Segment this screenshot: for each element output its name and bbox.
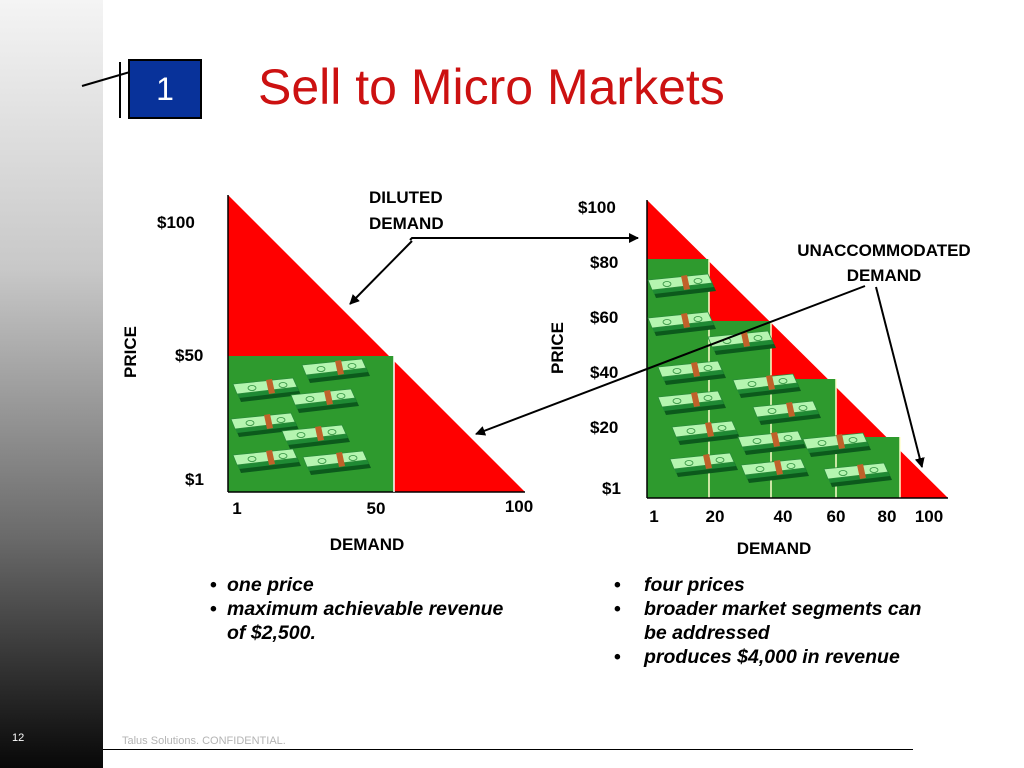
left-x-tick: 1 <box>232 499 241 518</box>
right-x-tick: 40 <box>774 507 793 526</box>
right-bullets: • four prices • broader market segments ca… <box>614 573 921 669</box>
slide-title: Sell to Micro Markets <box>258 59 725 115</box>
bullet-item-continued: of $2,500. <box>210 621 503 645</box>
left-chart: $100 $50 $1 1 50 100 DEMAND PRICE <box>121 195 533 554</box>
bullet-text: be addressed <box>644 622 770 644</box>
unaccommodated-demand-label: UNACCOMMODATED <box>797 241 970 260</box>
right-y-tick: $80 <box>590 253 618 272</box>
diluted-demand-label: DEMAND <box>369 214 444 233</box>
left-y-tick: $50 <box>175 346 203 365</box>
right-y-tick: $40 <box>590 363 618 382</box>
right-x-tick: 1 <box>649 507 658 526</box>
unaccommodated-arrow-left <box>475 285 866 436</box>
right-x-axis-label: DEMAND <box>737 539 812 558</box>
unaccommodated-arrow-right <box>875 286 925 468</box>
bullet-text: produces $4,000 in revenue <box>644 646 900 668</box>
bullet-text: one price <box>227 574 314 596</box>
right-y-tick: $1 <box>602 479 621 498</box>
bullet-item: • broader market segments can <box>614 598 922 620</box>
right-y-tick: $20 <box>590 418 618 437</box>
diluted-arrow-left <box>349 240 413 305</box>
right-y-tick: $60 <box>590 308 618 327</box>
left-y-axis-label: PRICE <box>121 326 140 378</box>
footer-confidential: Talus Solutions. CONFIDENTIAL. <box>122 735 286 747</box>
right-x-tick: 60 <box>827 507 846 526</box>
left-y-tick: $100 <box>157 213 195 232</box>
bullet-text: broader market segments can <box>644 598 922 620</box>
bullet-item-continued: be addressed <box>614 621 921 645</box>
diluted-arrow-right <box>409 233 639 243</box>
bullet-item: • four prices <box>614 574 745 596</box>
right-x-tick: 80 <box>878 507 897 526</box>
unaccommodated-demand-label: DEMAND <box>847 266 922 285</box>
right-y-axis-label: PRICE <box>548 322 567 374</box>
bullet-item: • produces $4,000 in revenue <box>614 646 900 668</box>
left-y-tick: $1 <box>185 470 204 489</box>
bullet-item: • one price <box>210 574 314 596</box>
left-x-tick: 100 <box>505 497 533 516</box>
footer-divider <box>103 749 913 750</box>
sidebar-gradient <box>0 0 103 768</box>
bullet-item: • maximum achievable revenue <box>210 598 504 620</box>
left-x-axis-label: DEMAND <box>330 535 405 554</box>
page-number: 12 <box>12 732 25 744</box>
right-x-tick: 20 <box>706 507 725 526</box>
left-bullets: • one price • maximum achievable revenue o… <box>210 573 503 645</box>
diluted-demand-label: DILUTED <box>369 188 443 207</box>
left-x-tick: 50 <box>367 499 386 518</box>
right-y-tick: $100 <box>578 198 616 217</box>
right-x-tick: 100 <box>915 507 943 526</box>
slide-number-box: 1 <box>128 59 202 119</box>
bullet-text: four prices <box>644 574 745 596</box>
decorative-line <box>81 71 131 87</box>
bullet-text: of $2,500. <box>227 622 316 644</box>
bullet-text: maximum achievable revenue <box>227 598 504 620</box>
right-chart: $100 $80 $60 $40 $20 $1 1 20 40 60 80 10… <box>548 198 948 558</box>
